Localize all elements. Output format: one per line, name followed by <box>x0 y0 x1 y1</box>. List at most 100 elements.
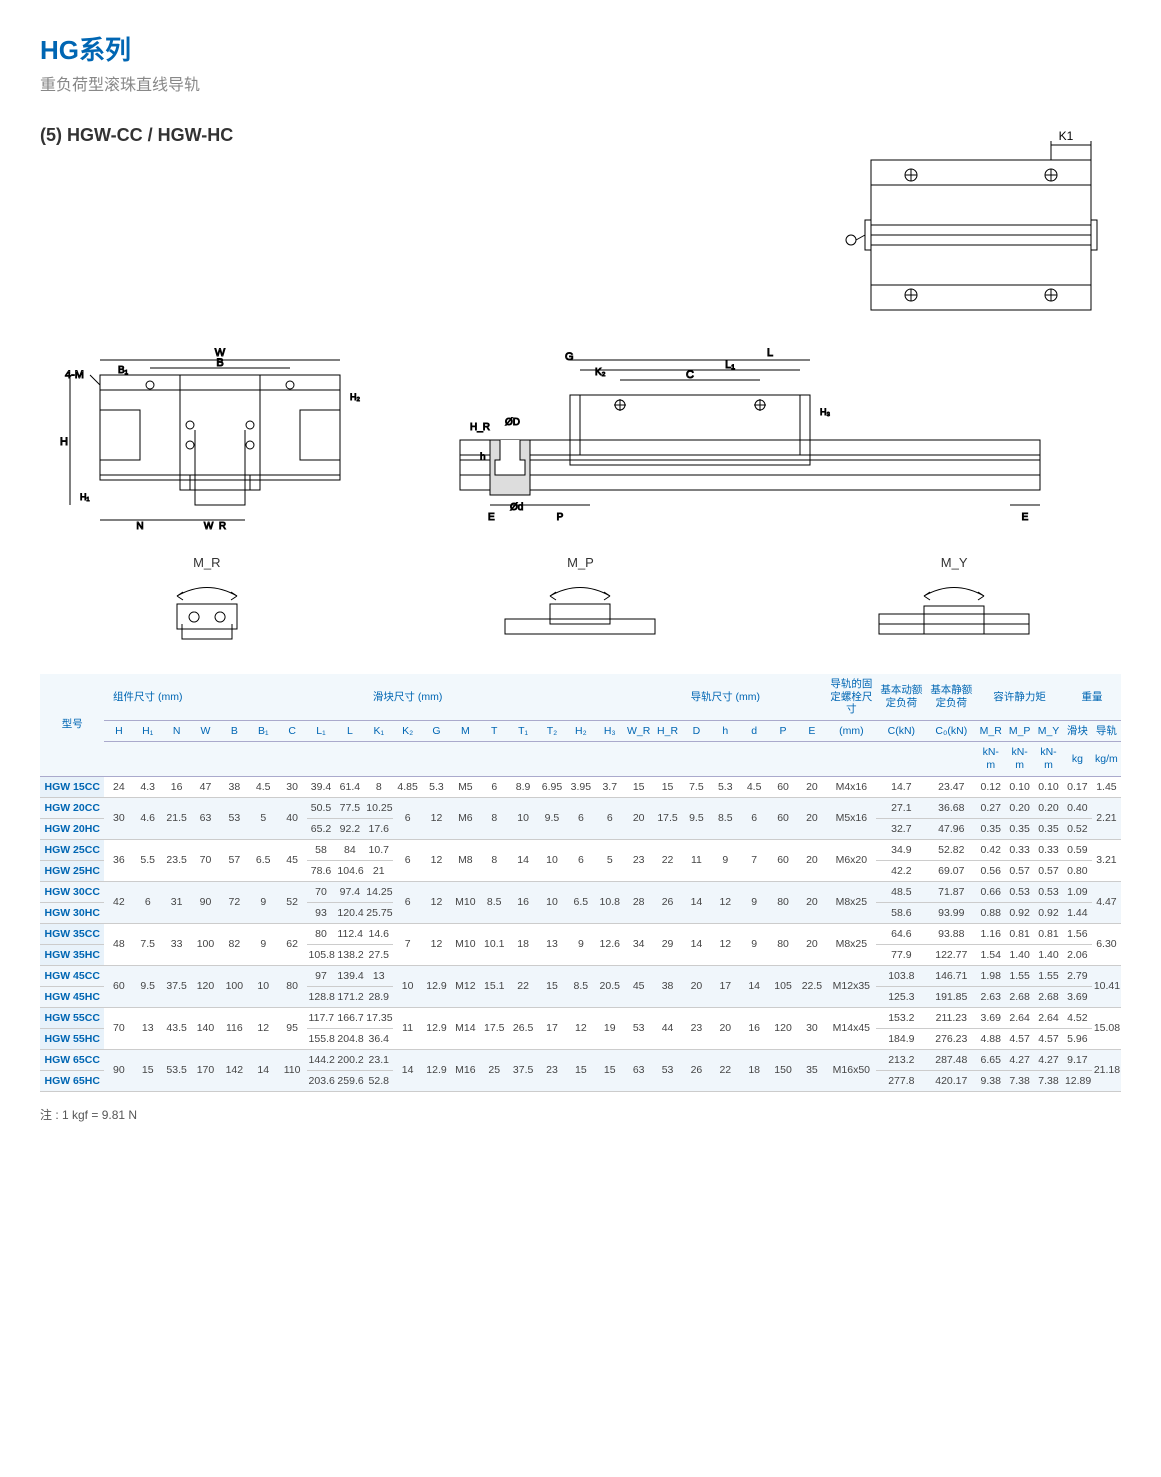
data-cell: 23 <box>624 839 653 881</box>
data-cell: M4x16 <box>826 776 876 797</box>
th-unit-11 <box>422 742 451 776</box>
svg-text:P: P <box>557 512 564 523</box>
data-cell: 15 <box>624 776 653 797</box>
th-col-16: H₂ <box>566 720 595 742</box>
data-cell: 44 <box>653 1007 682 1049</box>
data-cell: 60 <box>104 965 133 1007</box>
data-cell: 92.2 <box>335 818 364 839</box>
th-col-20: D <box>682 720 711 742</box>
section-label: (5) HGW-CC / HGW-HC <box>40 125 781 146</box>
model-cell: HGW 65CC <box>40 1049 104 1070</box>
data-cell: 52.82 <box>926 839 976 860</box>
data-cell: 11 <box>682 839 711 881</box>
data-cell: 117.7 <box>307 1007 336 1028</box>
data-cell: 70 <box>191 839 220 881</box>
data-cell: 0.35 <box>976 818 1005 839</box>
svg-text:H₂: H₂ <box>350 392 360 402</box>
data-cell: 42.2 <box>876 860 926 881</box>
moment-my: M_Y <box>869 555 1039 644</box>
data-cell: 13 <box>364 965 393 986</box>
data-cell: 12 <box>422 923 451 965</box>
svg-text:W_R: W_R <box>204 521 226 530</box>
data-cell: 20 <box>797 776 826 797</box>
spec-table: 型号 组件尺寸 (mm) 滑块尺寸 (mm) 导轨尺寸 (mm) 导轨的固定螺栓… <box>40 674 1121 1092</box>
data-cell: 93 <box>307 902 336 923</box>
data-cell: 17.6 <box>364 818 393 839</box>
data-cell: 37.5 <box>509 1049 538 1091</box>
th-col-30: M_Y <box>1034 720 1063 742</box>
data-cell: 7 <box>740 839 769 881</box>
svg-text:E: E <box>488 512 495 523</box>
data-cell: 10.8 <box>595 881 624 923</box>
data-cell: 12.9 <box>422 1007 451 1049</box>
data-cell: 26 <box>682 1049 711 1091</box>
data-cell: 4.5 <box>740 776 769 797</box>
data-cell: 23 <box>682 1007 711 1049</box>
data-cell: 140 <box>191 1007 220 1049</box>
data-cell: 3.7 <box>595 776 624 797</box>
data-cell: 4.5 <box>249 776 278 797</box>
data-cell: 36.68 <box>926 797 976 818</box>
table-row: HGW 25CC365.523.570576.545588410.7612M88… <box>40 839 1121 860</box>
data-cell: 6 <box>393 797 422 839</box>
data-cell: 45 <box>278 839 307 881</box>
data-cell: 48 <box>104 923 133 965</box>
data-cell: 22 <box>509 965 538 1007</box>
data-cell: 104.6 <box>335 860 364 881</box>
data-cell: 38 <box>220 776 249 797</box>
data-cell: 12.9 <box>422 965 451 1007</box>
data-cell: 4.3 <box>133 776 162 797</box>
data-cell: 6.95 <box>538 776 567 797</box>
th-col-3: W <box>191 720 220 742</box>
data-cell: 0.33 <box>1034 839 1063 860</box>
th-model: 型号 <box>40 674 104 776</box>
data-cell: 7 <box>393 923 422 965</box>
data-cell: 2.06 <box>1063 944 1092 965</box>
th-unit-31: kg <box>1063 742 1092 776</box>
data-cell: 0.17 <box>1063 776 1092 797</box>
data-cell: 38 <box>653 965 682 1007</box>
data-cell: M16x50 <box>826 1049 876 1091</box>
th-col-31: 滑块 <box>1063 720 1092 742</box>
th-unit-1 <box>133 742 162 776</box>
data-cell: 14 <box>682 923 711 965</box>
data-cell: M6x20 <box>826 839 876 881</box>
data-cell: 20 <box>682 965 711 1007</box>
model-cell: HGW 45HC <box>40 986 104 1007</box>
data-cell: M8x25 <box>826 923 876 965</box>
data-cell: 2.63 <box>976 986 1005 1007</box>
data-cell: 10.25 <box>364 797 393 818</box>
model-cell: HGW 45CC <box>40 965 104 986</box>
data-cell: 53 <box>220 797 249 839</box>
data-cell: 12 <box>422 797 451 839</box>
th-col-18: W_R <box>624 720 653 742</box>
data-cell: 170 <box>191 1049 220 1091</box>
data-cell: 171.2 <box>335 986 364 1007</box>
data-cell: 112.4 <box>335 923 364 944</box>
data-cell: 0.10 <box>1034 776 1063 797</box>
data-cell: 6 <box>566 839 595 881</box>
data-cell: 42 <box>104 881 133 923</box>
th-unit-14 <box>509 742 538 776</box>
model-cell: HGW 15CC <box>40 776 104 797</box>
data-cell: 60 <box>769 839 798 881</box>
data-cell: 0.81 <box>1034 923 1063 944</box>
data-cell: 20 <box>624 797 653 839</box>
data-cell: 5.3 <box>422 776 451 797</box>
data-cell: 7.38 <box>1005 1070 1034 1091</box>
data-cell: M14x45 <box>826 1007 876 1049</box>
data-cell: 93.88 <box>926 923 976 944</box>
table-row: HGW 55CC701343.51401161295117.7166.717.3… <box>40 1007 1121 1028</box>
data-cell: 52.8 <box>364 1070 393 1091</box>
data-cell: 21.5 <box>162 797 191 839</box>
data-cell: 28 <box>624 881 653 923</box>
data-cell: 33 <box>162 923 191 965</box>
data-cell: M14 <box>451 1007 480 1049</box>
th-unit-17 <box>595 742 624 776</box>
th-unit-21 <box>711 742 740 776</box>
data-cell: 15 <box>595 1049 624 1091</box>
data-cell: 1.55 <box>1005 965 1034 986</box>
data-cell: 62 <box>278 923 307 965</box>
data-cell: 5.5 <box>133 839 162 881</box>
data-cell: 90 <box>104 1049 133 1091</box>
